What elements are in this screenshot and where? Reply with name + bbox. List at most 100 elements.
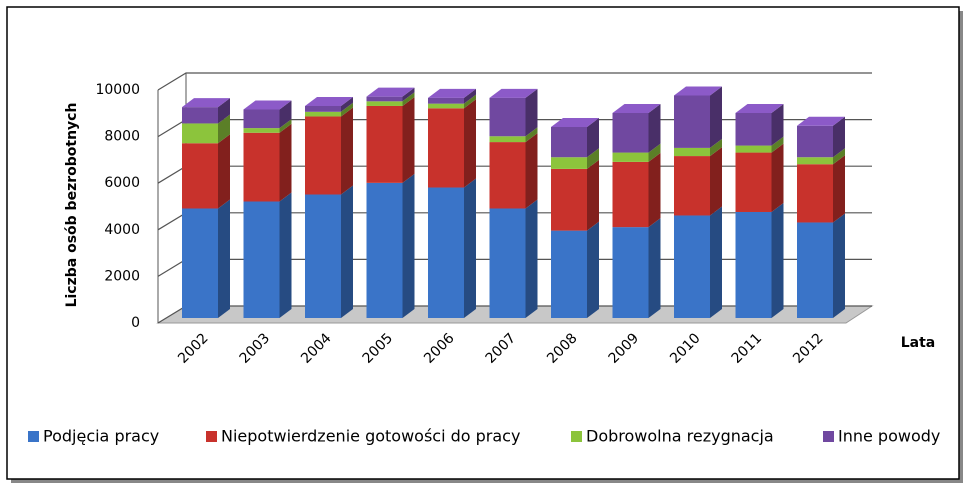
bar-top (735, 103, 784, 113)
bar (305, 111, 341, 117)
bar (305, 194, 341, 318)
bar-side (648, 218, 661, 318)
bar-side (402, 87, 415, 102)
bar-top (428, 88, 476, 98)
bar (243, 128, 280, 133)
bar (551, 168, 587, 231)
bar (797, 164, 833, 223)
bar-side (525, 133, 538, 209)
bar (428, 187, 464, 318)
legend-label: Dobrowolna rezygnacja (586, 427, 774, 446)
legend-label: Podjęcia pracy (43, 427, 159, 446)
bar-side (341, 96, 353, 112)
bar (305, 105, 341, 112)
bar-side (587, 148, 599, 169)
bar-side (710, 138, 722, 157)
bar-side (464, 99, 476, 188)
bar-side (279, 119, 292, 133)
bar (182, 123, 218, 144)
bar-side (648, 152, 661, 228)
bar (735, 211, 772, 318)
y-tick-label: 2000 (104, 268, 140, 284)
bar (182, 107, 218, 124)
bar (735, 152, 772, 212)
bar (366, 105, 403, 183)
bar (797, 222, 833, 318)
bar (735, 145, 772, 153)
bar-side (771, 202, 784, 318)
legend-label: Niepotwierdzenie gotowości do pracy (221, 427, 520, 446)
bar (243, 201, 280, 318)
bar-top (305, 96, 353, 106)
x-axis-title: Lata (901, 335, 936, 351)
bar (612, 161, 649, 228)
bar-side (218, 98, 230, 124)
legend-swatch (28, 431, 39, 442)
bar-side (525, 88, 538, 137)
y-tick-label: 10000 (95, 82, 140, 98)
bar-top (674, 86, 722, 96)
bar-side (341, 107, 353, 195)
bar (243, 109, 280, 129)
bar (489, 208, 526, 318)
bar-top (797, 116, 845, 126)
bar-side (218, 134, 230, 209)
bar-side (587, 221, 599, 318)
bar-side (833, 213, 845, 318)
bar (366, 182, 403, 318)
bar (305, 116, 341, 195)
bar-side (587, 117, 599, 158)
bar (551, 230, 587, 318)
legend-swatch (823, 431, 834, 442)
bar (182, 208, 218, 318)
bar-top (366, 87, 415, 97)
bar-side (648, 103, 661, 153)
y-axis-title: Liczba osób bezrobotnych (64, 103, 80, 308)
bar-side (341, 102, 353, 117)
bar (428, 97, 464, 104)
legend-label: Inne powody (838, 427, 940, 446)
bar-side (279, 192, 292, 318)
bar-side (464, 88, 476, 104)
bar (612, 152, 649, 162)
bar (366, 96, 403, 102)
bar-side (833, 116, 845, 158)
bar (674, 147, 710, 157)
bar-top (243, 100, 292, 110)
bar-side (710, 147, 722, 216)
bar-side (279, 100, 292, 129)
bar (674, 156, 710, 216)
bar-side (710, 86, 722, 148)
bar-side (341, 185, 353, 318)
bar-side (771, 143, 784, 212)
bar-side (218, 114, 230, 144)
bar (428, 108, 464, 188)
bar-top (612, 103, 661, 113)
bar-side (402, 92, 415, 106)
bar (612, 112, 649, 153)
bar-side (279, 123, 292, 202)
bar-side (771, 103, 784, 146)
bar (366, 101, 403, 106)
legend-swatch (206, 431, 217, 442)
bar-side (771, 136, 784, 153)
bar-side (402, 96, 415, 183)
bar (243, 132, 280, 202)
bar-side (218, 199, 230, 318)
bar-side (587, 159, 599, 231)
bar-side (525, 127, 538, 143)
y-tick-label: 4000 (104, 222, 140, 238)
bar-side (710, 206, 722, 318)
y-tick-label: 0 (131, 315, 140, 331)
bar-side (402, 173, 415, 318)
bar (182, 143, 218, 209)
bar-top (489, 88, 538, 98)
bar (489, 97, 526, 137)
bar (797, 157, 833, 165)
bar (489, 142, 526, 209)
bar (489, 136, 526, 143)
y-tick-label: 8000 (104, 129, 140, 145)
bar-side (648, 143, 661, 162)
bar-side (833, 155, 845, 223)
